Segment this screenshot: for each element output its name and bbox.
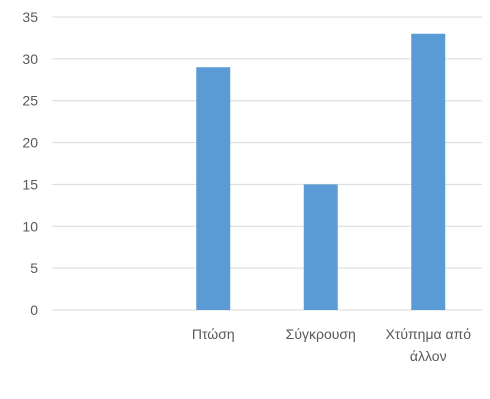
y-tick-label: 35 [22, 9, 38, 25]
y-tick-label: 15 [22, 176, 38, 192]
y-tick-label: 5 [30, 260, 38, 276]
gridlines [52, 16, 482, 311]
x-tick-label: άλλον [410, 348, 447, 364]
x-tick-label: Σύγκρουση [286, 326, 356, 342]
y-tick-label: 10 [22, 218, 38, 234]
x-tick-label: Πτώση [192, 326, 235, 342]
bar [196, 67, 231, 310]
bar [303, 184, 338, 310]
y-tick-label: 20 [22, 135, 38, 151]
bars [196, 33, 446, 310]
x-tick-label: Χτύπημα από [385, 326, 471, 342]
y-axis-ticks: 0 5 10 15 20 25 30 35 [22, 9, 38, 318]
x-axis-labels: Πτώση Σύγκρουση Χτύπημα από άλλον [192, 326, 471, 364]
y-tick-label: 25 [22, 93, 38, 109]
y-tick-label: 30 [22, 51, 38, 67]
bar [411, 33, 446, 310]
y-tick-label: 0 [30, 302, 38, 318]
